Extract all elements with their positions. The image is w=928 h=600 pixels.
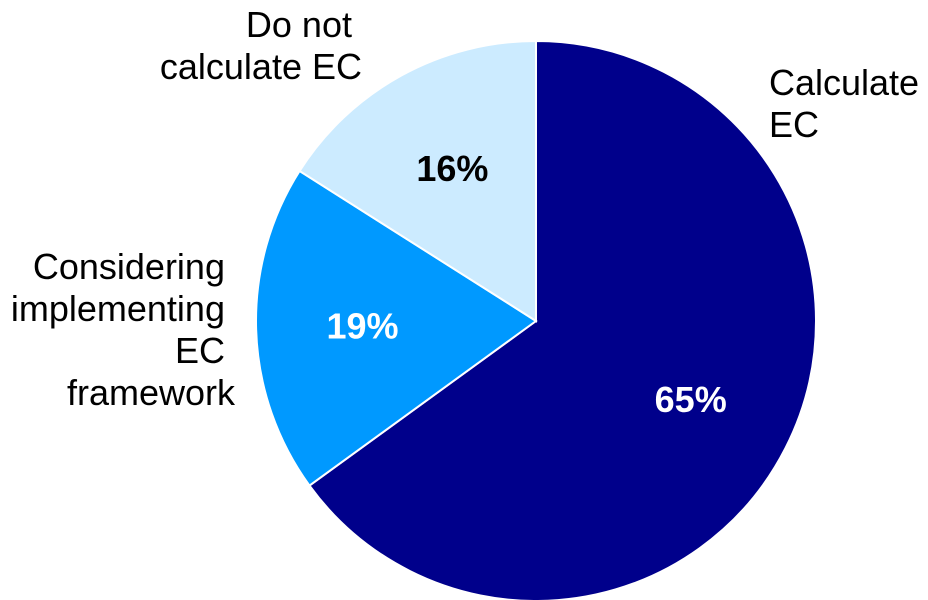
value-label-do-not-calculate: 16% — [416, 148, 488, 189]
value-label-calculate-ec: 65% — [655, 379, 727, 420]
category-label-do-not-calculate: Do not calculate EC — [160, 4, 362, 87]
pie-slice-do-not-calculate — [298, 39, 537, 323]
category-label-considering: Considering implementing EC framework — [11, 246, 236, 413]
pie-slices — [255, 39, 818, 600]
pie-slice-calculate-ec — [308, 39, 818, 600]
pie-slice-considering — [255, 169, 538, 487]
value-labels: 65% 19% 16% — [326, 148, 726, 420]
category-label-calculate-ec: Calculate EC — [769, 62, 928, 145]
value-label-considering: 19% — [326, 306, 398, 347]
